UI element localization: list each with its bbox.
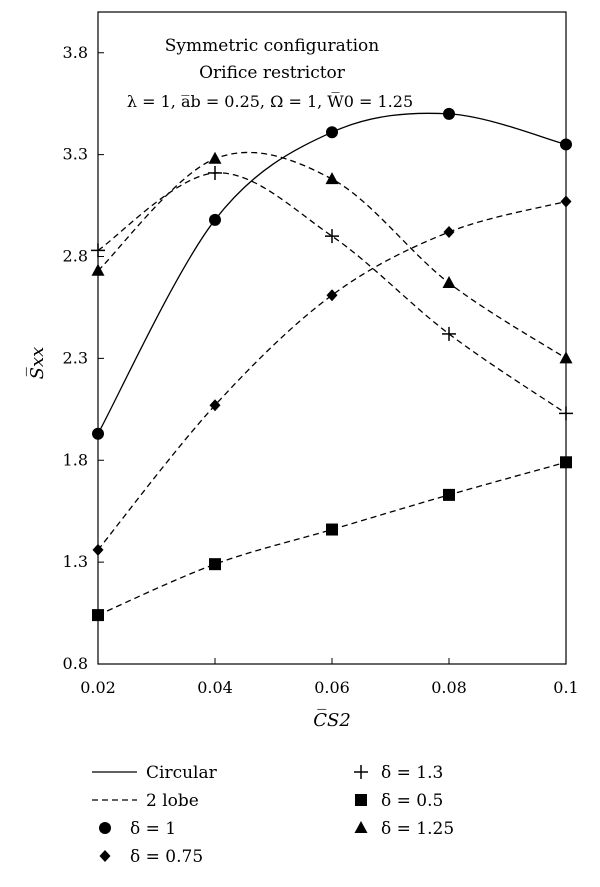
series-lines [97,112,567,616]
legend-label: Circular [146,763,218,783]
point-plus [559,406,573,421]
point-square [209,558,221,571]
x-axis-label: C̅S2 [313,709,351,731]
point-plus [325,229,339,244]
point-square [92,609,104,622]
chart-annotations: Symmetric configuration Orifice restrict… [127,36,413,111]
point-plus [208,165,222,180]
x-tick-label: 0.04 [197,678,233,697]
point-circle [326,126,338,139]
legend-label: δ = 1 [130,819,176,839]
y-tick-label: 2.8 [63,247,88,266]
series-markers [91,107,573,622]
legend-marker-square [355,794,367,806]
x-tick-label: 0.02 [80,678,116,697]
point-triangle [208,151,222,164]
legend: Circular 2 lobe δ = 1 δ = 0.75 δ = 1.3 δ = 0.… [92,763,454,867]
point-circle [560,138,572,151]
point-diamond [92,543,104,556]
legend-label: δ = 1.3 [381,763,443,783]
legend-marker-triangle [354,821,368,833]
point-circle [443,107,455,120]
y-tick-label: 2.3 [63,348,88,367]
legend-marker-diamond [99,850,111,862]
point-circle [92,427,104,440]
point-triangle [325,172,339,185]
point-triangle [91,263,105,276]
y-tick-label: 1.8 [63,450,88,469]
x-tick-label: 0.08 [431,678,467,697]
x-tick-label: 0.1 [553,678,578,697]
legend-label: δ = 0.75 [130,847,203,867]
series-line-circle [97,112,567,435]
y-axis-label: S̅xx [26,347,48,380]
legend-label: δ = 0.5 [381,791,443,811]
legend-label: δ = 1.25 [381,819,454,839]
y-tick-label: 0.8 [63,654,88,673]
y-tick-label: 3.3 [63,145,88,164]
point-square [326,523,338,536]
point-square [560,456,572,469]
point-circle [209,213,221,226]
point-plus [91,243,105,258]
series-line-square [97,461,567,616]
point-triangle [442,275,456,288]
axis-labels: C̅S2 S̅xx [26,347,351,731]
point-triangle [559,351,573,364]
point-diamond [560,195,572,208]
annotation-line-2: Orifice restrictor [199,63,346,83]
point-diamond [326,289,338,302]
y-tick-label: 3.8 [63,43,88,62]
legend-marker-circle [99,822,111,834]
y-tick-label: 1.3 [63,552,88,571]
annotation-line-1: Symmetric configuration [165,36,380,56]
legend-label: 2 lobe [146,791,199,811]
series-line-plus [97,172,567,414]
point-diamond [209,399,221,412]
point-diamond [443,226,455,239]
series-line-diamond [97,200,567,551]
point-plus [442,326,456,341]
x-tick-label: 0.06 [314,678,350,697]
annotation-line-3: λ = 1, a̅b = 0.25, Ω = 1, W̅0 = 1.25 [127,91,413,111]
axis-ticks: 0.02 0.04 0.06 0.08 0.1 0.8 1.3 1.8 2.3 2.8 3.3 3.8 [63,43,579,697]
legend-marker-plus [354,765,368,779]
point-square [443,488,455,501]
